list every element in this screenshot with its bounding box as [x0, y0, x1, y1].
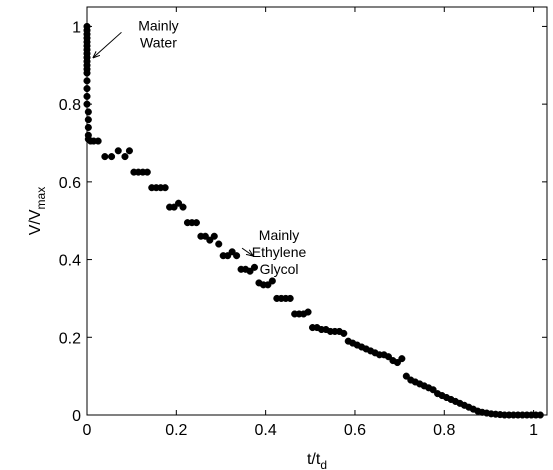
x-tick-label: 0.8	[433, 422, 455, 439]
x-tick-label: 0	[83, 422, 92, 439]
data-point	[402, 372, 410, 380]
y-tick-label: 0.2	[59, 330, 81, 347]
x-axis-label: t/td	[307, 451, 327, 470]
y-axis-label-sub: max	[34, 187, 48, 210]
y-axis-label: V/Vmax	[27, 187, 48, 235]
data-point	[83, 77, 91, 85]
x-tick-label: 0.2	[165, 422, 187, 439]
y-tick-label: 0.4	[59, 253, 81, 270]
data-point	[210, 232, 218, 240]
annotation-line: Mainly	[138, 17, 178, 33]
data-point	[264, 281, 272, 289]
data-point	[84, 123, 92, 132]
data-point	[83, 100, 91, 108]
data-point	[114, 147, 122, 155]
x-tick-label: 0.4	[255, 422, 277, 439]
x-axis-label-main: t/t	[307, 451, 321, 468]
data-point	[192, 219, 200, 227]
data-point	[125, 147, 133, 155]
axes: 0 0.2 0.4 0.6 0.8 1 0 0.2 0.4 0.6 0.8 1 t/td V/Vmax	[27, 7, 547, 470]
data-point	[170, 203, 178, 211]
data-point	[179, 203, 187, 211]
data-point	[84, 108, 92, 116]
x-axis-label-sub: d	[320, 458, 327, 470]
data-point	[175, 199, 183, 207]
data-point	[201, 232, 209, 240]
plot-area	[86, 6, 548, 416]
data-point	[108, 153, 116, 161]
data-point	[94, 137, 102, 145]
data-point	[228, 248, 236, 256]
data-point	[143, 168, 151, 176]
annotation-text-1: Mainly Water	[138, 17, 178, 50]
y-axis-label-main: V/V	[27, 209, 44, 235]
data-point	[161, 184, 169, 192]
annotation-text-2: Mainly Ethylene Glycol	[252, 227, 307, 277]
x-tick-label: 0.6	[344, 422, 366, 439]
data-point	[304, 308, 312, 316]
annotation-line: Glycol	[260, 261, 299, 277]
data-point	[246, 267, 254, 275]
data-point	[340, 329, 348, 337]
data-point	[398, 355, 406, 363]
y-tick-label: 0.8	[59, 97, 81, 114]
annotation-line: Ethylene	[252, 244, 307, 260]
data-point	[84, 116, 92, 124]
data-point	[206, 236, 214, 244]
data-point	[101, 153, 109, 161]
plot-frame	[86, 6, 548, 416]
y-tick-label: 0.6	[59, 175, 81, 192]
data-point	[536, 411, 544, 419]
data-point	[83, 69, 91, 77]
data-point	[393, 358, 401, 367]
data-point	[224, 252, 232, 260]
annotation-arrow-1	[93, 31, 122, 57]
data-point	[268, 277, 276, 285]
data-point	[250, 263, 259, 271]
data-point	[384, 353, 393, 361]
data-point	[121, 153, 129, 161]
data-point	[429, 386, 437, 394]
annotation-line: Mainly	[259, 227, 299, 243]
y-tick-label: 1	[72, 19, 81, 36]
data-point	[233, 252, 241, 260]
data-points	[83, 22, 544, 419]
data-point	[83, 85, 91, 93]
data-point	[286, 294, 294, 302]
y-tick-label: 0	[72, 408, 81, 425]
data-point	[215, 240, 223, 248]
annotation-line: Water	[140, 34, 177, 50]
data-point	[83, 92, 91, 100]
annotation-arrow-2	[241, 247, 253, 256]
x-tick-label: 1	[529, 422, 538, 439]
